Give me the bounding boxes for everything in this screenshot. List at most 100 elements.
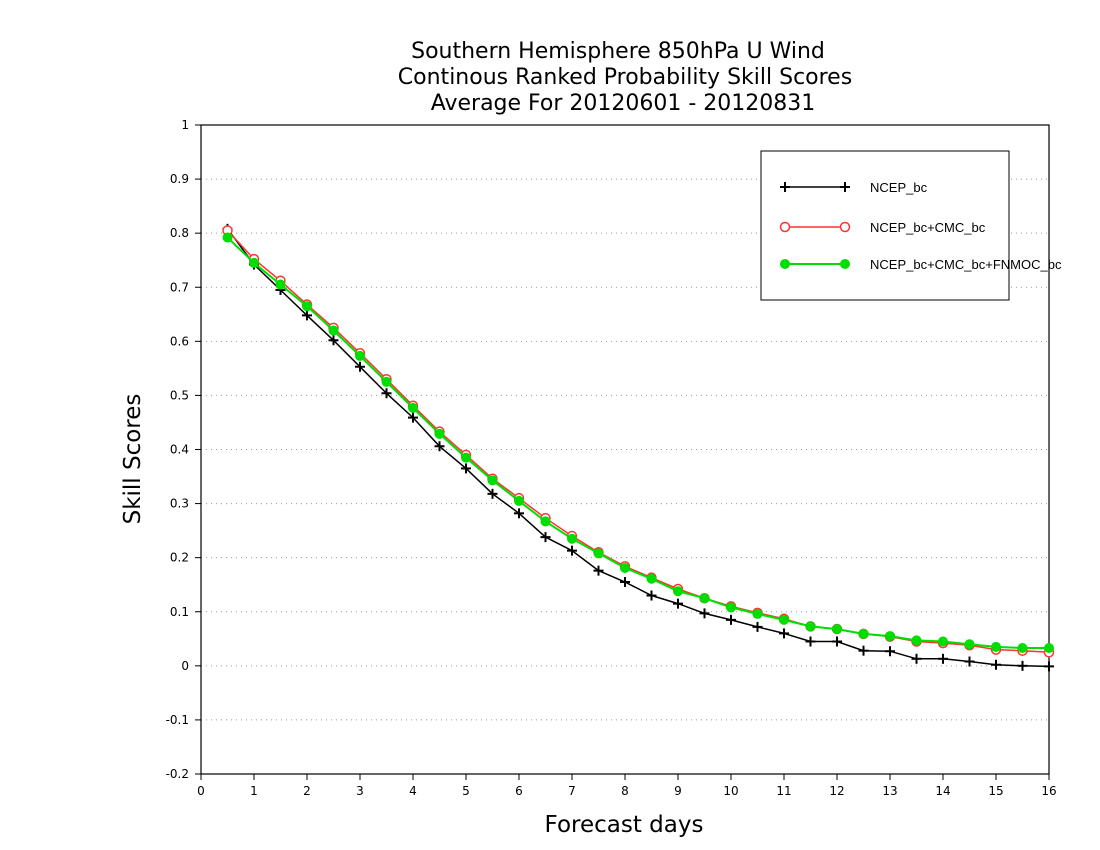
series-3 <box>222 232 1054 653</box>
data-point <box>938 653 948 664</box>
data-point <box>593 548 604 559</box>
data-point <box>461 452 471 463</box>
y-tick-label: 0.4 <box>170 443 189 457</box>
data-point <box>780 182 790 192</box>
data-point <box>355 350 365 361</box>
data-point <box>885 646 895 657</box>
data-point <box>646 590 657 601</box>
data-point <box>911 635 922 646</box>
x-tick-label: 13 <box>882 784 897 798</box>
data-point <box>567 545 577 556</box>
y-tick-label: 0.1 <box>170 605 189 619</box>
x-tick-label: 6 <box>515 784 523 798</box>
x-tick-label: 16 <box>1041 784 1056 798</box>
x-tick-label: 15 <box>988 784 1003 798</box>
x-axis-label: Forecast days <box>545 812 704 838</box>
legend-item: NCEP_bc+CMC_bc+FNMOC_bc <box>780 257 1062 272</box>
x-tick-label: 14 <box>935 784 950 798</box>
x-tick-label: 10 <box>723 784 738 798</box>
data-point <box>991 659 1001 670</box>
data-point <box>1044 642 1054 653</box>
data-point <box>911 653 922 664</box>
data-point <box>381 388 392 399</box>
x-tick-label: 1 <box>250 784 258 798</box>
data-point <box>434 441 445 452</box>
data-point <box>408 412 418 423</box>
data-point <box>593 565 604 576</box>
data-point <box>832 624 842 635</box>
data-point <box>1017 642 1028 653</box>
y-tick-label: 1 <box>181 118 189 132</box>
title-line-1: Southern Hemisphere 850hPa U Wind <box>411 39 825 64</box>
y-axis-label: Skill Scores <box>120 394 146 525</box>
data-point <box>858 628 869 639</box>
data-point <box>620 577 630 588</box>
legend-label: NCEP_bc <box>870 180 928 195</box>
data-point <box>752 608 763 619</box>
y-tick-label: 0.5 <box>170 388 189 402</box>
series <box>222 223 1055 672</box>
data-point <box>699 608 710 619</box>
legend-label: NCEP_bc+CMC_bc+FNMOC_bc <box>870 257 1062 272</box>
data-point <box>381 376 392 387</box>
data-point <box>726 602 736 613</box>
data-point <box>567 533 577 544</box>
data-point <box>840 259 850 269</box>
legend-item: NCEP_bc <box>780 180 928 195</box>
chart-title: Southern Hemisphere 850hPa U Wind Contin… <box>398 39 852 116</box>
data-point <box>938 636 948 647</box>
data-point <box>832 636 842 647</box>
data-point <box>620 562 630 573</box>
data-point <box>408 402 418 413</box>
data-point <box>991 641 1001 652</box>
data-point <box>839 221 851 233</box>
data-point <box>487 488 498 499</box>
data-point <box>1017 660 1028 671</box>
x-tick-label: 5 <box>462 784 470 798</box>
data-point <box>673 586 683 597</box>
x-tick-label: 7 <box>568 784 576 798</box>
data-point <box>514 508 524 519</box>
data-point <box>646 573 657 584</box>
legend-label: NCEP_bc+CMC_bc <box>870 220 986 235</box>
title-line-2: Continous Ranked Probability Skill Score… <box>398 65 852 90</box>
data-point <box>780 259 790 269</box>
title-line-3: Average For 20120601 - 20120831 <box>431 91 816 116</box>
x-tick-label: 12 <box>829 784 844 798</box>
data-point <box>222 232 233 243</box>
data-point <box>540 532 551 543</box>
data-point <box>302 310 312 321</box>
data-point <box>275 279 286 290</box>
axes: -0.2-0.100.10.20.30.40.50.60.70.80.910 1 2… <box>166 118 1057 798</box>
series-line <box>226 228 1050 668</box>
data-point <box>540 516 551 527</box>
y-tick-label: -0.2 <box>166 767 189 781</box>
data-point <box>805 636 816 647</box>
data-point <box>249 257 259 268</box>
y-tick-label: 0.8 <box>170 226 189 240</box>
data-point <box>752 621 763 632</box>
series-1 <box>222 223 1054 672</box>
x-tick-label: 11 <box>776 784 791 798</box>
data-point <box>964 639 975 650</box>
x-tick-label: 8 <box>621 784 629 798</box>
data-point <box>779 614 789 625</box>
data-point <box>514 495 524 506</box>
x-tick-label: 0 <box>197 784 205 798</box>
data-point <box>805 621 816 632</box>
data-point <box>302 301 312 312</box>
data-point <box>461 463 471 474</box>
legend: NCEP_bc NCEP_bc+CMC_bc NCEP_bc+CMC_bc+FNMO… <box>760 150 1062 301</box>
data-point <box>779 628 789 639</box>
y-tick-label: 0.7 <box>170 280 189 294</box>
data-point <box>328 325 339 336</box>
y-tick-label: 0.3 <box>170 497 189 511</box>
data-point <box>964 656 975 667</box>
data-point <box>779 221 791 233</box>
data-point <box>726 614 736 625</box>
y-tick-label: 0.9 <box>170 172 189 186</box>
data-point <box>355 361 365 372</box>
data-point <box>487 475 498 486</box>
x-tick-label: 9 <box>674 784 682 798</box>
